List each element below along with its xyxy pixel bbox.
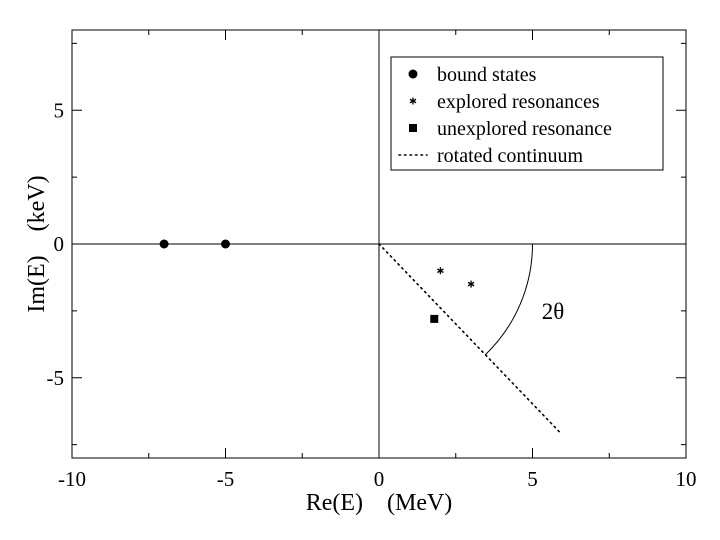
- asterisk-stroke: [437, 268, 444, 274]
- tick-labels: -10 -5 0 5 10 -5 0 5: [47, 98, 697, 491]
- legend-box: [390, 56, 664, 171]
- legend: bound states explored resonances unexplore…: [390, 56, 664, 171]
- x-tick-label: -10: [58, 467, 86, 491]
- bound-states-point: [159, 239, 169, 249]
- legend-unexplored-resonance-label: unexplored resonance: [437, 118, 612, 140]
- legend-explored-resonances-label: explored resonances: [437, 91, 600, 113]
- legend-rotated-continuum-label: rotated continuum: [437, 145, 584, 167]
- y-tick-label: 5: [54, 98, 65, 122]
- legend-unexplored-resonance-swatch: [409, 124, 417, 132]
- x-tick-label: 10: [676, 467, 697, 491]
- rotation-angle-arc: 2θ: [484, 243, 565, 356]
- y-axis-label: Im(E) (keV): [24, 175, 50, 312]
- x-tick-label: 5: [527, 467, 538, 491]
- asterisk-stroke: [409, 98, 417, 104]
- asterisk-stroke: [467, 281, 475, 287]
- legend-explored-resonances-swatch: [409, 97, 417, 105]
- legend-bound-states-swatch: [408, 69, 418, 79]
- x-tick-label: -5: [217, 467, 235, 491]
- bound-states-point: [221, 239, 230, 249]
- x-axis-label: Re(E) (MeV): [306, 490, 453, 516]
- axis-ticks: [71, 30, 687, 458]
- x-tick-label: 0: [374, 467, 385, 491]
- y-tick-label: 0: [54, 232, 65, 256]
- unexplored-resonance-point: [430, 314, 439, 323]
- legend-bound-states-label: bound states: [437, 64, 537, 86]
- rotated-continuum-line: [378, 243, 561, 434]
- angle-label: 2θ: [542, 299, 565, 324]
- explored-resonances-point: [437, 267, 444, 275]
- y-tick-label: -5: [47, 366, 65, 390]
- angle-arc: [484, 243, 533, 356]
- explored-resonances-point: [467, 280, 475, 288]
- series-layer: [159, 239, 561, 434]
